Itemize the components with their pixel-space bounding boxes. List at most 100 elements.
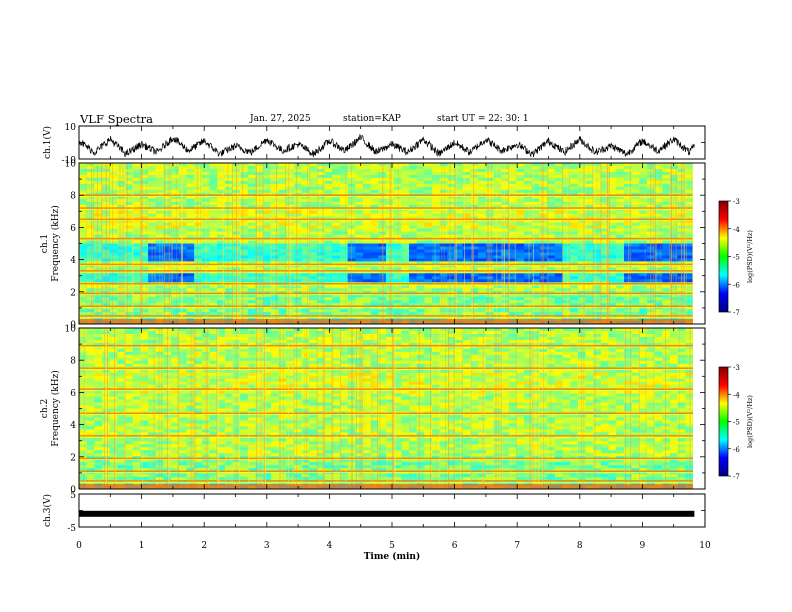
ch1-cell: [470, 255, 479, 259]
ch1-cell: [416, 201, 425, 206]
ch1-cell: [493, 177, 502, 182]
ch1-cell: [570, 252, 579, 256]
ch1-cell: [240, 225, 249, 229]
ch1-line: [79, 282, 693, 285]
ch2-cell: [255, 342, 264, 347]
ch2-cell: [86, 342, 95, 347]
ch1-cell: [339, 240, 349, 244]
ch1-cell: [140, 183, 149, 188]
ch1-cell: [508, 249, 517, 253]
ch1-cell: [409, 168, 418, 173]
ch1-cell: [370, 261, 379, 265]
ch1-spike: [660, 163, 662, 324]
ch1-cell: [393, 258, 402, 262]
ch1-cell: [255, 312, 264, 316]
ch2-cell: [600, 342, 609, 347]
ch1-spike: [454, 163, 456, 324]
ch1-cell: [662, 276, 671, 280]
ch1-cell: [339, 246, 349, 250]
ch1-cell: [623, 168, 632, 173]
ch1-cell: [501, 219, 510, 224]
ch1-cell: [186, 300, 195, 304]
ch1-cell: [362, 267, 372, 271]
ch1-cell: [577, 171, 586, 176]
ch1-cell: [286, 180, 295, 185]
ch1-cell: [201, 201, 210, 206]
ch1-cell: [447, 222, 456, 227]
ch1-cell: [409, 204, 418, 209]
ch1-cell: [378, 201, 387, 206]
ch1-cell: [516, 222, 525, 227]
ch1-cell: [424, 288, 433, 292]
ch1-spike: [471, 163, 473, 324]
ch1-cell: [293, 210, 302, 215]
ch1-spike: [164, 163, 166, 324]
ch1-line-halo: [79, 220, 693, 222]
ch1-cell: [462, 246, 471, 250]
ch1-cell: [355, 225, 364, 229]
ch1-spike: [309, 163, 311, 324]
ch1-cell: [639, 243, 648, 247]
ch2-cell: [270, 333, 279, 338]
ch1-cell: [324, 288, 333, 292]
ch1-cell: [600, 222, 609, 227]
ch1-cell: [577, 228, 586, 232]
ch1-cell: [585, 168, 594, 173]
ch1-cell: [639, 249, 648, 253]
ch1-cell: [148, 252, 157, 256]
ch1-cell: [247, 163, 256, 167]
ch1-cell: [531, 219, 540, 224]
ch1-cell: [600, 267, 609, 271]
ch1-cell: [224, 279, 233, 283]
ch1-spike: [487, 163, 489, 324]
ch1-spike: [650, 163, 652, 324]
ch1-cell: [140, 168, 149, 173]
ch2-cell: [194, 330, 203, 335]
ch1-cell: [217, 285, 226, 289]
ch1-cell: [79, 201, 88, 206]
ch1-cell: [86, 201, 95, 206]
ch2-cell: [194, 339, 203, 344]
ch1-cell: [432, 210, 441, 215]
ch1-cell: [462, 243, 471, 247]
ch1-cell: [194, 213, 203, 218]
ch2-cell: [554, 342, 563, 347]
ch1-cell: [109, 246, 118, 250]
ch2-cell: [125, 336, 134, 341]
ch1-cell: [539, 183, 548, 188]
ch1-cell: [362, 303, 372, 307]
ch2-cell: [409, 333, 418, 338]
ch1-cell: [401, 309, 410, 313]
ch1-cell: [347, 300, 356, 304]
ch1-cell: [316, 171, 325, 176]
ch1-cell: [148, 213, 157, 218]
ch1-cell: [324, 297, 333, 301]
ch2-cell: [393, 333, 402, 338]
ch1-cell: [247, 216, 256, 221]
ch1-cell: [132, 180, 141, 185]
ch1-cell: [362, 168, 372, 173]
ch2-cell: [424, 342, 433, 347]
ch2-cell: [409, 336, 418, 341]
ch1-cell: [608, 252, 617, 256]
ch1-cell: [148, 300, 157, 304]
ch1-cell: [140, 243, 149, 247]
ch1-cell: [554, 216, 563, 221]
ch1-cell: [247, 168, 256, 173]
ch1-cell: [125, 210, 134, 215]
ch1-cell: [409, 163, 418, 167]
ch2-cell: [508, 328, 517, 332]
ch1-cell: [102, 219, 111, 224]
ch1-cell: [270, 222, 279, 227]
ch1-cell: [293, 225, 302, 229]
ch1-cell: [600, 252, 609, 256]
ch1-cell: [608, 163, 617, 167]
ch1-cell: [255, 210, 264, 215]
ch1-cell: [171, 252, 180, 256]
ch1-cell: [278, 219, 287, 224]
ch1-cell: [432, 195, 441, 200]
ch1-cell: [263, 258, 272, 262]
ch1-cell: [516, 273, 525, 277]
ch2-cell: [455, 328, 464, 332]
ch1-cell: [148, 163, 157, 167]
